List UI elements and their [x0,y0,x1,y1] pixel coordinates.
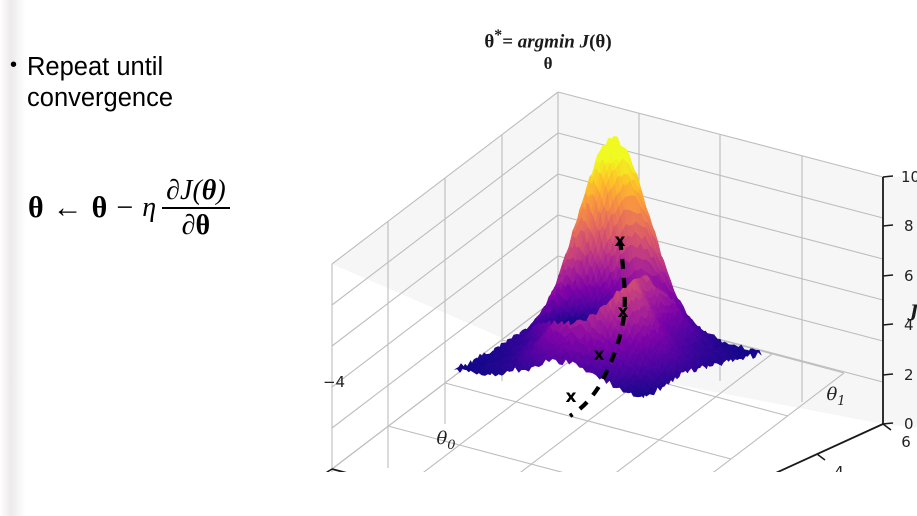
equation-minus-sign: − [116,191,134,225]
descent-marker-step2: x [618,302,629,322]
x-axis-label-text: θ [436,428,447,449]
z-tick-labels: 0 2 4 6 8 10 [901,168,917,433]
z-tick-label: 8 [904,217,914,235]
descent-marker-step4: x [566,387,577,407]
descent-path: x x x x [566,231,629,418]
surface-quad-mesh [454,136,762,399]
y-tick-label: 6 [901,433,911,451]
y-tick-label: 4 [834,463,844,472]
chart-title-line1: θ*= argmin J(θ) [484,27,612,53]
surface-plot-svg: −4 −2 0 2 4 −2 0 2 4 6 0 2 4 6 8 10 θ0 [323,91,917,472]
z-tick-label: 0 [904,415,914,433]
equation-lhs-theta: θ [28,191,44,225]
equation-assign-arrow: ← [52,191,83,225]
z-tick-label: 6 [904,267,914,285]
axis-spines [331,177,884,472]
descent-path-line [568,239,627,418]
surface-plot-figure: −4 −2 0 2 4 −2 0 2 4 6 0 2 4 6 8 10 θ0 [318,72,917,472]
x-tick-labels: −4 −2 0 2 4 [323,373,345,391]
y-axis-label: θ1 [826,384,845,409]
chart-title-argmin-variable: θ [543,54,553,74]
z-axis-label: J(θ0, θ1) [907,302,917,324]
equation-partial-derivative-fraction: ∂J(θ) ∂θ [162,176,230,240]
y-axis-ticks [816,423,892,461]
z-tick-label: 2 [904,366,914,384]
equation-rhs-theta: θ [91,191,108,225]
numerator-partial-symbol: ∂ [166,175,180,206]
x-tick-label: −4 [323,373,345,391]
fraction-denominator: ∂θ [178,211,214,240]
bullet-marker-icon: • [10,54,18,76]
chart-title: θ*= argmin J(θ) θ [418,27,678,74]
x-axis-label: θ0 [436,428,455,453]
equation-learning-rate-eta: η [142,192,157,224]
list-item: • Repeat until convergence [10,52,310,114]
fraction-bar [162,207,230,210]
fraction-numerator: ∂J(θ) [162,176,229,205]
z-tick-label: 10 [901,168,917,186]
denominator-theta: θ [195,210,211,242]
denominator-partial-symbol: ∂ [181,210,196,242]
x-axis-spine [331,468,347,472]
x-axis-ticks [325,468,333,472]
descent-marker-step3: x [594,345,605,365]
y-axis-label-text: θ [826,384,837,405]
descent-marker-step1: x [615,231,626,251]
z-tick-label: 4 [904,316,914,334]
y-axis-spine [775,423,884,472]
panel-right-wall [883,176,917,428]
bullet-text: Repeat until convergence [27,53,174,113]
loss-surface [454,136,762,399]
bullet-list: • Repeat until convergence [10,52,310,114]
numerator-cost-function: J(θ) [180,175,226,206]
z-axis-ticks [882,175,894,425]
gradient-descent-equation: θ ← θ − η ∂J(θ) ∂θ [28,176,230,240]
y-tick-labels: −2 0 2 4 6 [834,433,911,472]
